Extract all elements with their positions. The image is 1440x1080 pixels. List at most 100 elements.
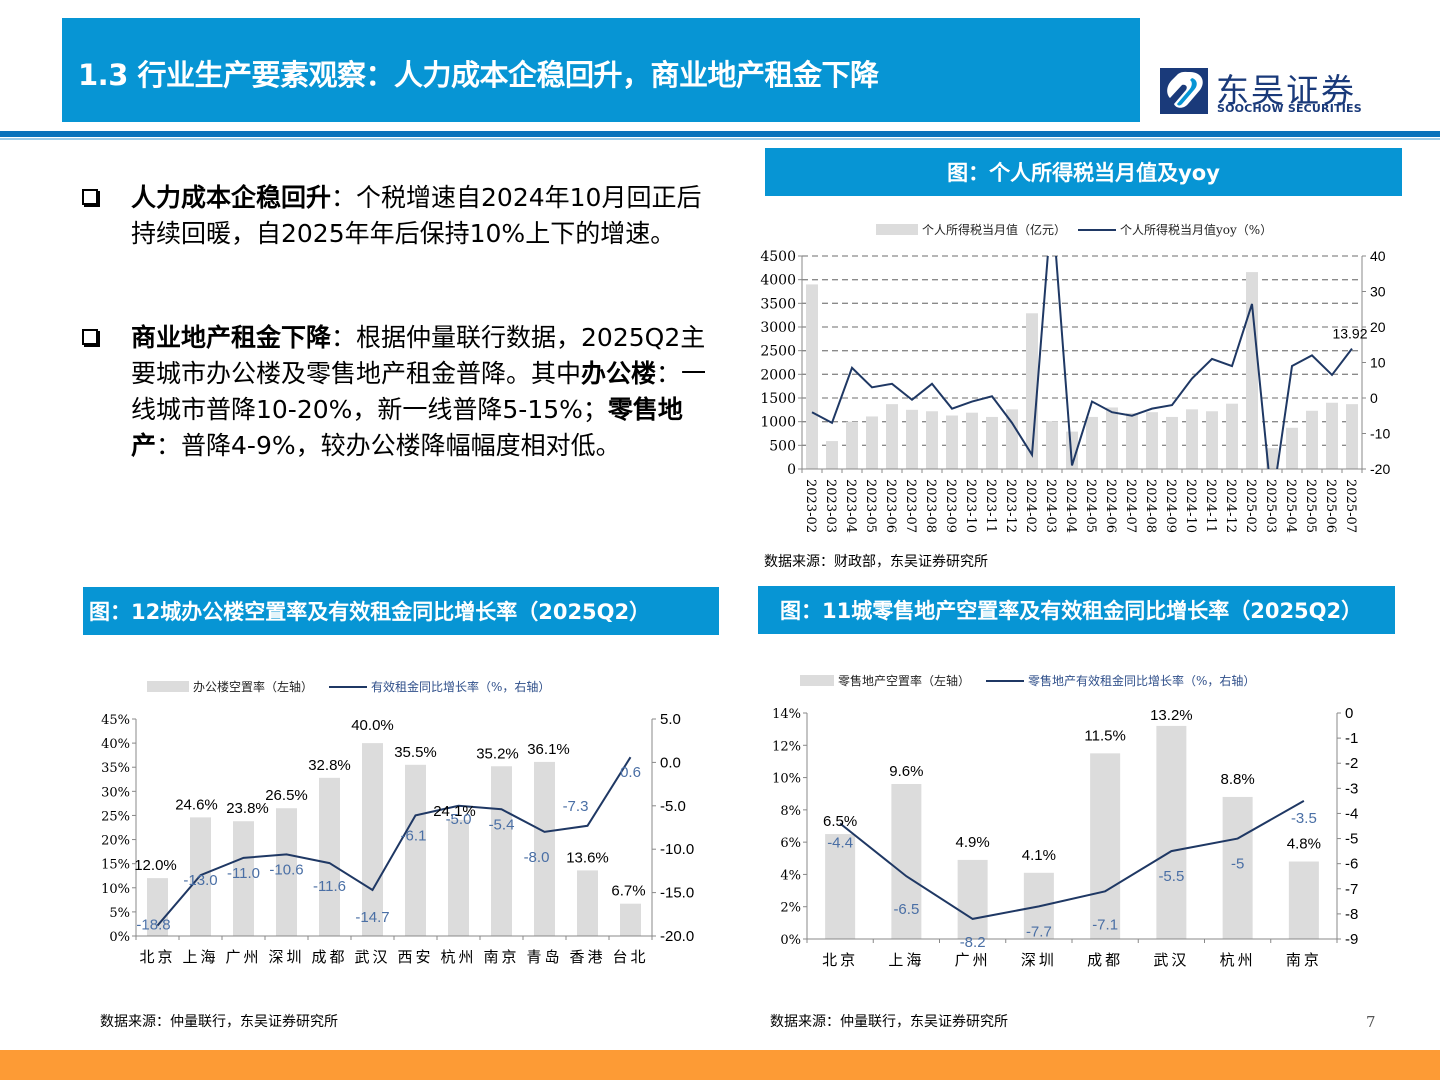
bullet-list: 人力成本企稳回升：个税增速自2024年10月回正后持续回暖，自2025年年后保持… (78, 180, 718, 532)
svg-text:广州: 广州 (225, 948, 261, 966)
svg-text:-10.6: -10.6 (269, 861, 303, 878)
svg-text:2024-05: 2024-05 (1083, 479, 1098, 533)
svg-text:-6.1: -6.1 (401, 827, 427, 844)
legend-bar-swatch (147, 681, 189, 692)
bar (1286, 427, 1298, 469)
svg-text:-7.3: -7.3 (563, 798, 589, 815)
svg-text:杭州: 杭州 (1220, 951, 1256, 969)
svg-text:2025-06: 2025-06 (1323, 479, 1338, 533)
checkbox-square-icon (82, 329, 98, 345)
legend-line-swatch (986, 679, 1025, 682)
svg-text:1500: 1500 (760, 391, 796, 407)
svg-text:2024-12: 2024-12 (1223, 479, 1238, 533)
svg-text:0: 0 (1345, 705, 1353, 722)
svg-text:24.1%: 24.1% (433, 803, 476, 820)
svg-text:南京: 南京 (483, 948, 519, 966)
svg-text:2023-08: 2023-08 (923, 479, 938, 533)
svg-text:4000: 4000 (760, 273, 796, 289)
svg-text:-6: -6 (1345, 856, 1358, 873)
svg-text:上海: 上海 (888, 951, 924, 969)
footer-bar (0, 1050, 1440, 1080)
svg-text:5%: 5% (109, 906, 130, 921)
legend-bar-label: 零售地产空置率（左轴） (838, 674, 971, 688)
svg-text:-14.7: -14.7 (355, 909, 389, 926)
svg-text:-7.7: -7.7 (1026, 923, 1052, 940)
svg-text:6%: 6% (780, 836, 801, 851)
legend-line-swatch (329, 685, 368, 688)
svg-text:2024-10: 2024-10 (1183, 479, 1198, 533)
svg-text:10: 10 (1370, 355, 1386, 371)
bar (491, 766, 512, 936)
svg-text:23.8%: 23.8% (226, 800, 269, 817)
svg-text:2024-03: 2024-03 (1043, 479, 1058, 533)
svg-text:6.5%: 6.5% (823, 813, 857, 830)
svg-text:2023-04: 2023-04 (843, 479, 858, 533)
svg-text:2023-03: 2023-03 (823, 479, 838, 533)
svg-text:-20: -20 (1370, 461, 1390, 477)
svg-text:2025-03: 2025-03 (1263, 479, 1278, 533)
svg-text:青岛: 青岛 (526, 948, 562, 966)
svg-text:10%: 10% (101, 882, 130, 897)
bar (866, 416, 878, 469)
figure-title-retail: 图：11城零售地产空置率及有效租金同比增长率（2025Q2） (758, 586, 1395, 634)
svg-text:-5.4: -5.4 (489, 816, 515, 833)
svg-text:-1: -1 (1345, 730, 1358, 747)
header-banner (62, 18, 1140, 122)
bullet-commercial-rent: 商业地产租金下降：根据仲量联行数据，2025Q2主要城市办公楼及零售地产租金普降… (78, 320, 718, 464)
svg-text:-3.5: -3.5 (1291, 810, 1317, 827)
bar (1226, 403, 1238, 469)
svg-text:2023-07: 2023-07 (903, 479, 918, 533)
svg-text:36.1%: 36.1% (527, 741, 570, 758)
svg-text:-8.2: -8.2 (960, 934, 986, 951)
bar (1288, 861, 1319, 939)
chart-tax: 0 500 1000 1500 2000 2500 3000 3500 4000 4500 -20 -… (760, 248, 1390, 533)
svg-text:3000: 3000 (760, 320, 796, 336)
chart-office: 0% 5% 10% 15% 20% 25% 30% 35% 40% 45% -20.0 -15.0 -1… (101, 711, 694, 966)
legend-line-swatch (1078, 228, 1117, 231)
bar (1086, 416, 1098, 469)
bar (1090, 753, 1121, 939)
bar (986, 416, 998, 469)
svg-text:2023-12: 2023-12 (1003, 479, 1018, 533)
svg-text:13.6%: 13.6% (566, 849, 609, 866)
source-retail: 数据来源：仲量联行，东吴证券研究所 (770, 1014, 1008, 1030)
svg-text:13.92: 13.92 (1332, 326, 1367, 342)
svg-text:成都: 成都 (311, 948, 347, 966)
logo-en: SOOCHOW SECURITIES (1217, 102, 1362, 115)
svg-text:4500: 4500 (760, 249, 796, 265)
bar (1266, 448, 1278, 469)
svg-text:-7.1: -7.1 (1092, 916, 1118, 933)
legend-bar-label: 办公楼空置率（左轴） (193, 680, 314, 694)
svg-text:0%: 0% (780, 933, 801, 948)
svg-text:-11.6: -11.6 (313, 878, 346, 895)
svg-text:12.0%: 12.0% (134, 857, 177, 874)
bar (957, 859, 988, 939)
svg-text:2025-04: 2025-04 (1283, 479, 1298, 533)
bar (1146, 412, 1158, 469)
svg-text:2023-02: 2023-02 (803, 479, 818, 533)
legend-line-label: 个人所得税当月值yoy（%） (1120, 223, 1273, 237)
svg-text:5.0: 5.0 (660, 711, 681, 728)
svg-text:2023-11: 2023-11 (983, 479, 998, 533)
svg-text:20%: 20% (101, 834, 130, 849)
bar (405, 764, 426, 936)
svg-text:8%: 8% (780, 804, 801, 819)
svg-text:0.6: 0.6 (620, 764, 641, 781)
bar (448, 819, 469, 936)
legend-line-label: 零售地产有效租金同比增长率（%，右轴） (1028, 674, 1256, 688)
svg-text:上海: 上海 (182, 948, 218, 966)
svg-text:4%: 4% (780, 868, 801, 883)
svg-text:-5.0: -5.0 (660, 798, 686, 815)
soochow-logo-icon (1160, 68, 1208, 114)
svg-text:-2: -2 (1345, 755, 1358, 772)
bar (1006, 409, 1018, 469)
svg-text:-8: -8 (1345, 906, 1358, 923)
bar (886, 404, 898, 469)
svg-text:-8.0: -8.0 (524, 849, 550, 866)
bar (1326, 402, 1338, 469)
header-divider-light (0, 138, 1440, 140)
bar (1222, 796, 1253, 939)
svg-text:杭州: 杭州 (440, 948, 476, 966)
bar (534, 761, 555, 936)
bar (926, 411, 938, 469)
